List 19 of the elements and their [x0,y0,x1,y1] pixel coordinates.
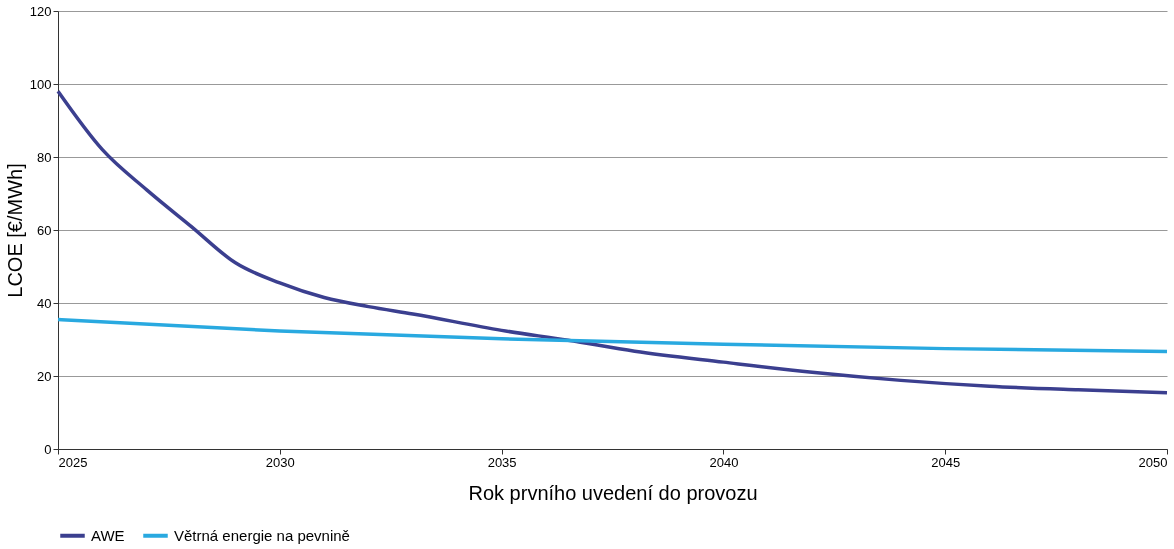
y-tick-label: 100 [29,76,52,92]
x-axis-title: Rok prvního uvedení do provozu [468,481,758,504]
y-tick-label: 120 [29,3,52,19]
y-tick-label: 40 [37,295,52,311]
line-series [56,89,1169,395]
x-tick-label: 2025 [58,454,88,470]
x-tick-label: 2030 [265,454,295,470]
x-tick-label: 2050 [1138,454,1168,470]
y-tick-label: 20 [37,368,52,384]
y-axis-title: LCOE [€/MWh] [3,163,26,298]
legend-label: Větrná energie na pevnině [174,526,350,544]
line-series [56,317,1169,354]
x-tick-label: 2040 [709,454,739,470]
x-tick-label: 2045 [931,454,961,470]
legend-label: AWE [91,526,125,544]
y-tick-label: 80 [37,149,52,165]
y-tick-label: 0 [44,441,52,457]
y-tick-label: 60 [37,222,52,238]
x-tick-label: 2035 [487,454,517,470]
